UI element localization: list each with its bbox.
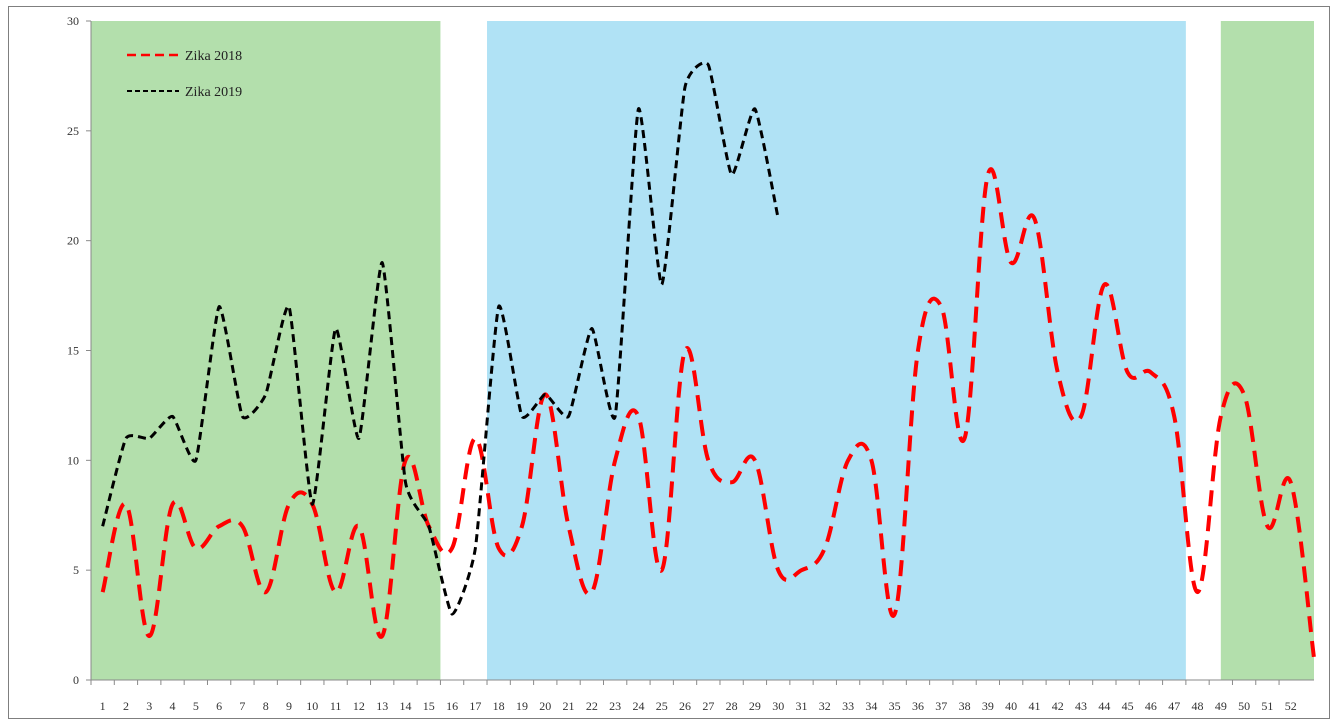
- x-tick-label-48: 48: [1192, 699, 1204, 713]
- y-tick-label-25: 25: [67, 124, 79, 138]
- x-tick-label-32: 32: [819, 699, 831, 713]
- y-tick-label-0: 0: [73, 673, 79, 687]
- x-tick-label-13: 13: [376, 699, 388, 713]
- y-tick-label-15: 15: [67, 344, 79, 358]
- x-tick-label-23: 23: [609, 699, 621, 713]
- x-tick-label-9: 9: [286, 699, 292, 713]
- x-tick-label-20: 20: [539, 699, 551, 713]
- legend-label-2: Zika 2019: [185, 85, 242, 100]
- x-tick-label-41: 41: [1028, 699, 1040, 713]
- x-tick-label-39: 39: [982, 699, 994, 713]
- x-tick-label-27: 27: [702, 699, 714, 713]
- y-tick-label-30: 30: [67, 14, 79, 28]
- x-tick-label-16: 16: [446, 699, 458, 713]
- legend: Zika 2018 Zika 2019: [127, 49, 242, 100]
- x-tick-label-5: 5: [193, 699, 199, 713]
- shaded-band-3: [1220, 21, 1314, 680]
- x-tick-label-46: 46: [1145, 699, 1157, 713]
- x-tick-label-43: 43: [1075, 699, 1087, 713]
- x-tick-label-37: 37: [935, 699, 947, 713]
- x-tick-label-3: 3: [146, 699, 152, 713]
- x-tick-label-51: 51: [1261, 699, 1273, 713]
- x-tick-label-34: 34: [865, 699, 877, 713]
- x-tick-label-47: 47: [1168, 699, 1180, 713]
- legend-label-1: Zika 2018: [185, 49, 242, 64]
- x-tick-label-35: 35: [889, 699, 901, 713]
- x-tick-label-17: 17: [469, 699, 481, 713]
- x-tick-label-42: 42: [1052, 699, 1064, 713]
- x-tick-label-36: 36: [912, 699, 924, 713]
- chart-frame: 0 5 10 15 20 25 30 1 2 3 4 5 6 7 8 9 10 11 12 13 14 15 16 17 18 1…: [8, 6, 1330, 719]
- x-tick-label-2: 2: [123, 699, 129, 713]
- series-line-1: [100, 167, 1316, 659]
- x-tick-label-31: 31: [796, 699, 808, 713]
- x-tick-label-7: 7: [239, 699, 245, 713]
- x-tick-label-33: 33: [842, 699, 854, 713]
- x-tick-label-1: 1: [100, 699, 106, 713]
- x-tick-label-22: 22: [586, 699, 598, 713]
- shaded-band-2: [487, 21, 1186, 680]
- x-tick-label-24: 24: [632, 699, 644, 713]
- x-tick-label-19: 19: [516, 699, 528, 713]
- x-tick-label-49: 49: [1215, 699, 1227, 713]
- x-tick-label-28: 28: [726, 699, 738, 713]
- x-tick-label-25: 25: [656, 699, 668, 713]
- x-tick-label-52: 52: [1285, 699, 1297, 713]
- x-tick-label-30: 30: [772, 699, 784, 713]
- shaded-bands: [91, 21, 1314, 680]
- series-lines: [100, 61, 1316, 659]
- x-tick-label-12: 12: [353, 699, 365, 713]
- x-tick-label-40: 40: [1005, 699, 1017, 713]
- x-tick-label-15: 15: [423, 699, 435, 713]
- x-tick-label-26: 26: [679, 699, 691, 713]
- shaded-band-1: [91, 21, 441, 680]
- x-tick-label-8: 8: [263, 699, 269, 713]
- y-tick-label-20: 20: [67, 234, 79, 248]
- series-line-2: [101, 61, 780, 616]
- x-tick-label-45: 45: [1122, 699, 1134, 713]
- y-tick-label-5: 5: [73, 563, 79, 577]
- x-tick-label-29: 29: [749, 699, 761, 713]
- x-tick-label-50: 50: [1238, 699, 1250, 713]
- x-tick-label-6: 6: [216, 699, 222, 713]
- x-tick-label-4: 4: [170, 699, 176, 713]
- y-tick-label-10: 10: [67, 453, 79, 467]
- x-tick-label-11: 11: [330, 699, 342, 713]
- x-tick-label-14: 14: [399, 699, 411, 713]
- x-tick-label-38: 38: [959, 699, 971, 713]
- x-tick-label-21: 21: [563, 699, 575, 713]
- x-tick-label-44: 44: [1098, 699, 1110, 713]
- x-tick-label-10: 10: [306, 699, 318, 713]
- x-tick-label-18: 18: [493, 699, 505, 713]
